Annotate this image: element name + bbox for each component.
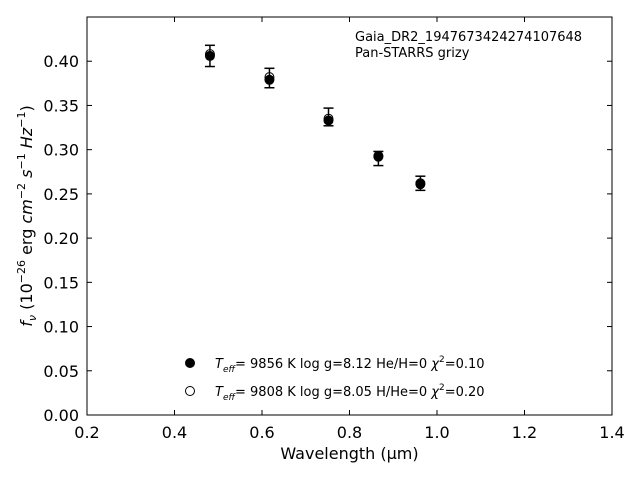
ticks-layer: 0.2 0.4 0.6 0.8 1.0 1.2 1.4 0.00 0.05 0.10 0.15 0.2… bbox=[43, 17, 625, 442]
y-tick-label: 0.05 bbox=[43, 362, 79, 381]
y-tick-label: 0.15 bbox=[43, 273, 79, 292]
model-point-filled bbox=[264, 74, 275, 85]
legend: Teff= 9856 K log g=8.12 He/H=0 χ2=0.10 Te… bbox=[185, 355, 485, 403]
model-point-open bbox=[264, 72, 275, 83]
x-tick-label: 0.8 bbox=[337, 423, 362, 442]
annotation-object-name: Gaia_DR2_1947673424274107648 bbox=[355, 30, 582, 45]
y-tick-label: 0.35 bbox=[43, 96, 79, 115]
x-tick-label: 1.0 bbox=[424, 423, 449, 442]
x-tick-label: 0.4 bbox=[162, 423, 187, 442]
y-tick-label: 0.10 bbox=[43, 318, 79, 337]
x-tick-label: 0.6 bbox=[249, 423, 274, 442]
legend-marker-open bbox=[185, 386, 195, 396]
y-tick-label: 0.25 bbox=[43, 185, 79, 204]
model-point-open bbox=[373, 150, 384, 161]
annotation-survey-name: Pan-STARRS grizy bbox=[355, 46, 470, 61]
y-axis-label: fν (10−26 erg cm−2 s−1 Hz−1) bbox=[15, 105, 39, 326]
y-tick-label: 0.00 bbox=[43, 406, 79, 425]
y-tick-label: 0.40 bbox=[43, 52, 79, 71]
model-point-open bbox=[415, 178, 426, 189]
x-axis-label: Wavelength (μm) bbox=[280, 444, 418, 463]
model-point-open bbox=[204, 49, 215, 60]
model-point-open bbox=[323, 113, 334, 124]
x-tick-label: 0.2 bbox=[74, 423, 99, 442]
markers-layer bbox=[204, 49, 426, 190]
plot-frame bbox=[86, 16, 613, 416]
x-tick-label: 1.4 bbox=[599, 423, 624, 442]
legend-label: Teff= 9808 K log g=8.05 H/He=0 χ2=0.20 bbox=[215, 383, 485, 403]
legend-marker-filled bbox=[185, 358, 195, 368]
y-tick-label: 0.20 bbox=[43, 229, 79, 248]
legend-label: Teff= 9856 K log g=8.12 He/H=0 χ2=0.10 bbox=[215, 355, 485, 375]
x-tick-label: 1.2 bbox=[512, 423, 537, 442]
y-tick-label: 0.30 bbox=[43, 141, 79, 160]
errorbars-layer bbox=[204, 44, 426, 192]
